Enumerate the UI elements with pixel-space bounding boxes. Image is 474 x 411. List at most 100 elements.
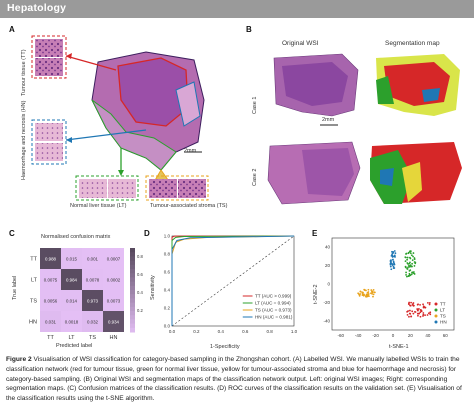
tsne-point (406, 256, 409, 259)
colorbar-segment (130, 298, 135, 304)
tsne-frame (331, 237, 455, 331)
tsne-point (393, 255, 396, 258)
journal-header: Hepatology (0, 0, 474, 18)
tsne-point (408, 309, 411, 312)
cm-cell-label: 0.001 (87, 257, 99, 262)
cm-title: Normalised confusion matrix (41, 234, 111, 240)
confusion-matrix: 0.988 0.015 0.001 0.0007 TT 0.0075 0.984 0.0078… (29, 248, 143, 341)
colorbar-tick: 0.8 (137, 254, 143, 259)
tsne-point (392, 260, 395, 263)
tsne-point (357, 292, 360, 295)
tsne-ytick: 40 (325, 245, 331, 250)
tsne-point (422, 312, 425, 314)
tsne-legend-label: TS (440, 314, 446, 319)
tsne-point (410, 254, 413, 257)
tsne-point (428, 303, 431, 306)
tsne-legend-swatch (434, 302, 438, 306)
tsne-point (417, 312, 420, 315)
tsne-point (417, 309, 419, 312)
tsne-point (413, 261, 416, 263)
colorbar-segment (130, 315, 135, 320)
tsne-point (412, 312, 415, 315)
tsne-point (358, 294, 361, 297)
cm-cell-label: 0.0073 (107, 299, 121, 304)
col-segmentation: Segmentation map (385, 40, 440, 47)
caption-text: Visualisation of WSI classification for … (6, 356, 462, 403)
tsne-point (408, 301, 411, 304)
tsne-point (417, 314, 419, 317)
journal-title: Hepatology (7, 2, 67, 14)
panel-a-letter: A (9, 25, 15, 34)
colorbar-segment (130, 327, 135, 333)
colorbar-segment (130, 273, 135, 278)
tsne-point (389, 260, 392, 262)
tsne-point (406, 310, 409, 313)
tsne-point (363, 288, 366, 291)
roc-xtick: 0.2 (193, 329, 200, 334)
tsne-point (405, 273, 407, 276)
cm-cell-label: 0.032 (87, 320, 99, 325)
tsne-point (406, 267, 409, 270)
cm-ylabel: True label (12, 275, 18, 300)
tsne-point (426, 301, 429, 304)
cm-cell-label: 0.0007 (107, 257, 121, 262)
tsne-point (413, 310, 416, 313)
tsne-point (410, 315, 412, 318)
cm-col-label: HN (110, 335, 118, 341)
tsne-point (389, 265, 392, 268)
tsne-point (414, 262, 417, 265)
tsne-point (406, 258, 409, 261)
roc-legend-label: HN (AUC = 0.981) (255, 315, 293, 320)
colorbar-segment (130, 260, 135, 266)
roc-ytick: 1.0 (164, 234, 171, 239)
cm-row-label: TT (30, 257, 37, 263)
tsne-ytick: 20 (325, 263, 331, 268)
roc-xtick: 0.8 (266, 329, 273, 334)
tsne-point (406, 262, 409, 264)
tsne-point (422, 313, 425, 316)
tsne-point (429, 311, 432, 314)
panel-e-letter: E (312, 229, 318, 238)
cm-cell-label: 0.973 (87, 299, 99, 304)
tsne-point (371, 292, 374, 295)
tsne-point (427, 312, 430, 315)
cm-col-label: TS (89, 335, 96, 341)
figure-caption: Figure 2 Visualisation of WSI classifica… (6, 355, 468, 404)
cm-cell (40, 290, 61, 311)
tsne-ytick: -40 (323, 318, 330, 323)
tsne-ytick: 0 (327, 282, 330, 287)
tsne-point (411, 271, 414, 274)
cm-row-label: HN (29, 320, 37, 326)
tsne-point (374, 291, 376, 294)
tsne-point (372, 289, 375, 291)
colorbar-segment (130, 319, 135, 325)
tsne-point (422, 303, 424, 306)
ts-label: Tumour-associated stroma (TS) (150, 203, 228, 209)
cm-col-label: TT (47, 335, 54, 341)
cm-cell-label: 0.031 (45, 320, 57, 325)
colorbar-segment (130, 248, 135, 253)
col-original: Original WSI (282, 40, 319, 47)
roc-ytick: 0.6 (164, 270, 171, 275)
caption-label: Figure 2 (6, 356, 32, 363)
colorbar-segment (130, 252, 135, 257)
tsne-point (411, 303, 414, 306)
panel-b-scale: 2mm (322, 117, 335, 123)
tsne-xtick: 20 (408, 333, 414, 338)
cm-cell (82, 311, 103, 332)
tsne-ytick: -20 (323, 300, 330, 305)
tsne-point (409, 257, 412, 260)
tsne-point (404, 260, 407, 263)
tsne-xtick: -40 (355, 333, 362, 338)
cm-col-label: LT (68, 335, 75, 341)
tsne-point (406, 275, 408, 278)
tsne-point (367, 291, 370, 293)
tsne-point (390, 268, 393, 271)
colorbar-segment (130, 323, 135, 329)
colorbar-segment (130, 285, 135, 291)
roc-xtick: 0.4 (218, 329, 225, 334)
cm-cell-label: 0.015 (66, 257, 78, 262)
tsne-point (419, 303, 421, 306)
tsne-point (423, 305, 426, 308)
